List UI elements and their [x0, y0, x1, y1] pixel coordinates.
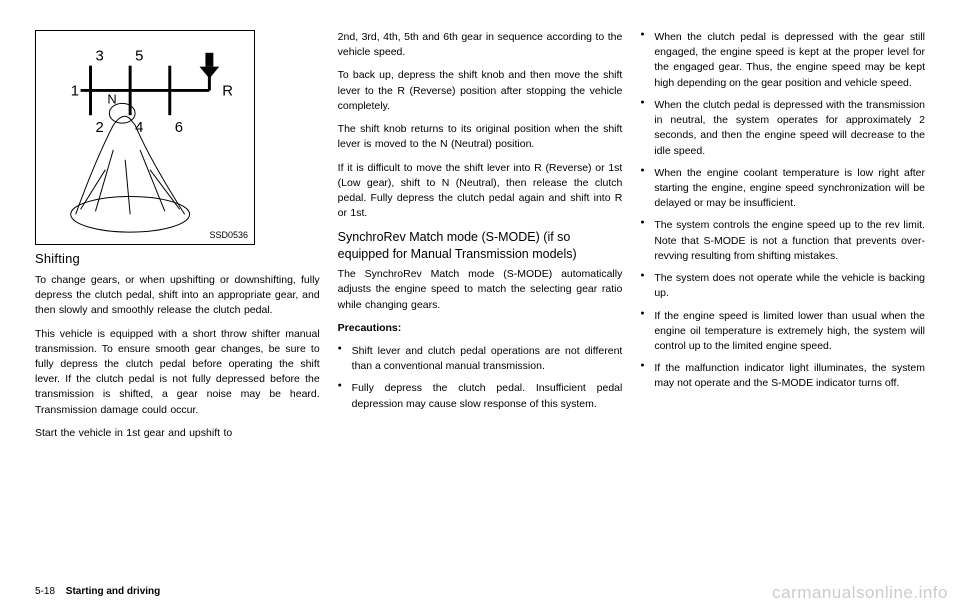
col3-bullet-2: When the clutch pedal is depressed with … — [640, 98, 925, 159]
shift-pattern-diagram: 1 3 5 R 2 4 6 N SSD0536 — [35, 30, 255, 245]
gear-1-label: 1 — [71, 83, 79, 99]
col3-bullet-4: The system controls the engine speed up … — [640, 218, 925, 264]
col3-bullet-5: The system does not operate while the ve… — [640, 271, 925, 301]
col1-para3: Start the vehicle in 1st gear and upshif… — [35, 426, 320, 441]
col2-bullet-1: Shift lever and clutch pedal operations … — [338, 344, 623, 374]
col3-bullet-3: When the engine coolant temperature is l… — [640, 166, 925, 212]
col1-para1: To change gears, or when upshifting or d… — [35, 273, 320, 319]
col2-para4: If it is difficult to move the shift lev… — [338, 161, 623, 222]
column-1: 1 3 5 R 2 4 6 N SSD0536 Shifting To chan… — [35, 30, 320, 550]
gear-6-label: 6 — [175, 120, 183, 136]
shifting-heading: Shifting — [35, 250, 320, 269]
gear-2-label: 2 — [95, 120, 103, 136]
col1-para2: This vehicle is equipped with a short th… — [35, 327, 320, 418]
column-3: When the clutch pedal is depressed with … — [640, 30, 925, 550]
watermark: carmanualsonline.info — [772, 583, 948, 603]
page-footer: 5-18 Starting and driving — [35, 586, 160, 597]
column-2: 2nd, 3rd, 4th, 5th and 6th gear in seque… — [338, 30, 623, 550]
gear-3-label: 3 — [95, 49, 103, 65]
page-number: 5-18 — [35, 586, 55, 597]
col2-para1: 2nd, 3rd, 4th, 5th and 6th gear in seque… — [338, 30, 623, 60]
diagram-caption: SSD0536 — [209, 229, 248, 242]
col3-bullets: When the clutch pedal is depressed with … — [640, 30, 925, 392]
gear-n-label: N — [107, 91, 116, 106]
col2-para5: The SynchroRev Match mode (S-MODE) autom… — [338, 267, 623, 313]
gear-r-label: R — [222, 83, 233, 99]
col2-bullets: Shift lever and clutch pedal operations … — [338, 344, 623, 412]
col2-para3: The shift knob returns to its original p… — [338, 122, 623, 152]
section-title: Starting and driving — [66, 586, 160, 597]
col2-bullet-2: Fully depress the clutch pedal. Insuffic… — [338, 381, 623, 411]
precautions-label: Precautions: — [338, 321, 623, 336]
col2-para2: To back up, depress the shift knob and t… — [338, 68, 623, 114]
col3-bullet-1: When the clutch pedal is depressed with … — [640, 30, 925, 91]
col3-bullet-6: If the engine speed is limited lower tha… — [640, 309, 925, 355]
synchrorev-heading: SynchroRev Match mode (S-MODE) (if so eq… — [338, 229, 623, 263]
col3-bullet-7: If the malfunction indicator light illum… — [640, 361, 925, 391]
gear-5-label: 5 — [135, 49, 143, 65]
